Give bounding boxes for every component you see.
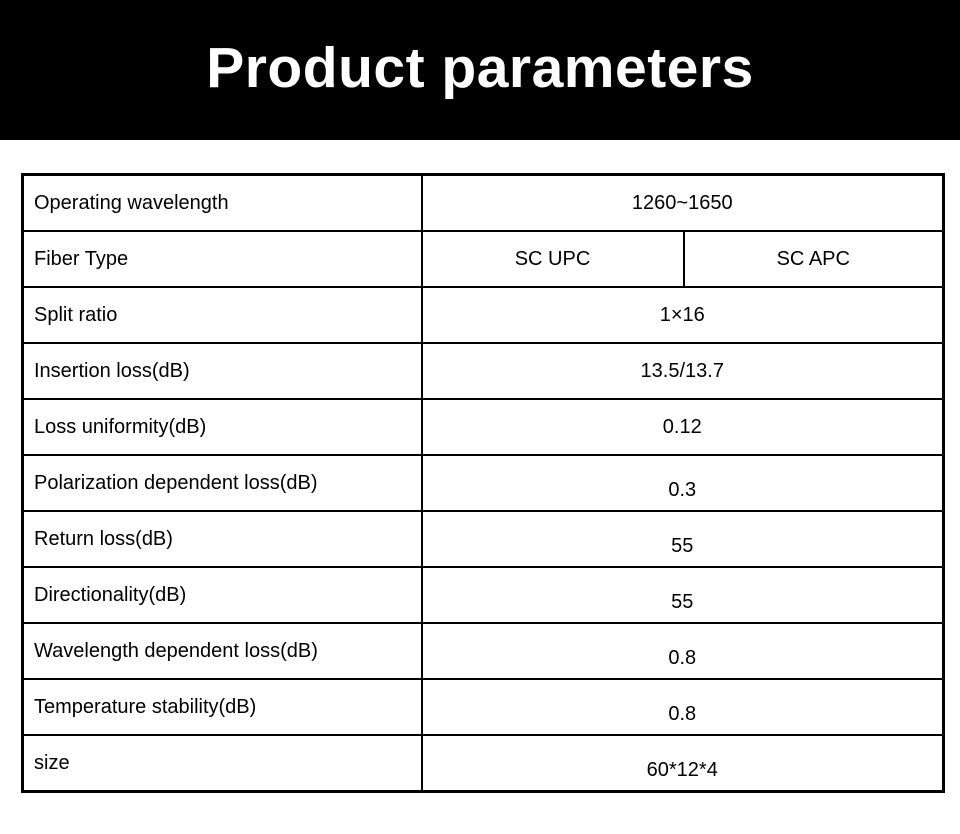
param-label: Fiber Type <box>21 230 423 288</box>
param-value: 55 <box>420 566 945 624</box>
table-row-temperature-stability: Temperature stability(dB) 0.8 <box>21 678 945 736</box>
page-header: Product parameters <box>0 0 960 140</box>
param-label: Operating wavelength <box>21 173 423 232</box>
param-value-text: 0.3 <box>668 478 697 501</box>
table-row-wavelength-dependent-loss: Wavelength dependent loss(dB) 0.8 <box>21 622 945 680</box>
param-value-text: 1260~1650 <box>631 191 733 214</box>
table-row-directionality: Directionality(dB) 55 <box>21 566 945 624</box>
param-value-text: SC UPC <box>514 247 591 270</box>
param-value: 0.12 <box>420 398 945 456</box>
param-value: 1260~1650 <box>420 173 945 232</box>
param-value-text: 60*12*4 <box>646 758 718 781</box>
param-label: Return loss(dB) <box>21 510 423 568</box>
product-parameters-table: Operating wavelength 1260~1650 Fiber Typ… <box>21 173 946 793</box>
param-value-sc-apc: SC APC <box>682 230 945 288</box>
param-value-text: SC APC <box>776 247 850 270</box>
param-value-text: 1×16 <box>659 303 705 326</box>
param-label: Insertion loss(dB) <box>21 342 423 400</box>
param-value-text: 55 <box>671 534 694 557</box>
param-value: 55 <box>420 510 945 568</box>
table-row-insertion-loss: Insertion loss(dB) 13.5/13.7 <box>21 342 945 400</box>
param-value-text: 0.8 <box>668 646 697 669</box>
table-row-size: size 60*12*4 <box>21 734 945 793</box>
param-value: 60*12*4 <box>420 734 945 793</box>
table-row-return-loss: Return loss(dB) 55 <box>21 510 945 568</box>
table-row-operating-wavelength: Operating wavelength 1260~1650 <box>21 173 945 232</box>
param-label: size <box>21 734 423 793</box>
param-value: 0.8 <box>420 678 945 736</box>
param-value-sc-upc: SC UPC <box>420 230 685 288</box>
param-label: Directionality(dB) <box>21 566 423 624</box>
param-label: Polarization dependent loss(dB) <box>21 454 423 512</box>
table-row-split-ratio: Split ratio 1×16 <box>21 286 945 344</box>
page-title: Product parameters <box>206 35 754 100</box>
param-label: Temperature stability(dB) <box>21 678 423 736</box>
table-row-polarization-dependent-loss: Polarization dependent loss(dB) 0.3 <box>21 454 945 512</box>
param-value-text: 13.5/13.7 <box>640 359 724 382</box>
param-label: Loss uniformity(dB) <box>21 398 423 456</box>
table-row-loss-uniformity: Loss uniformity(dB) 0.12 <box>21 398 945 456</box>
param-value-text: 0.8 <box>668 702 697 725</box>
table-row-fiber-type: Fiber Type SC UPC SC APC <box>21 230 945 288</box>
param-value: 0.3 <box>420 454 945 512</box>
param-value-text: 0.12 <box>662 415 702 438</box>
param-value: 0.8 <box>420 622 945 680</box>
param-value: 1×16 <box>420 286 945 344</box>
param-label: Split ratio <box>21 286 423 344</box>
param-label: Wavelength dependent loss(dB) <box>21 622 423 680</box>
param-value: 13.5/13.7 <box>420 342 945 400</box>
param-value-text: 55 <box>671 590 694 613</box>
